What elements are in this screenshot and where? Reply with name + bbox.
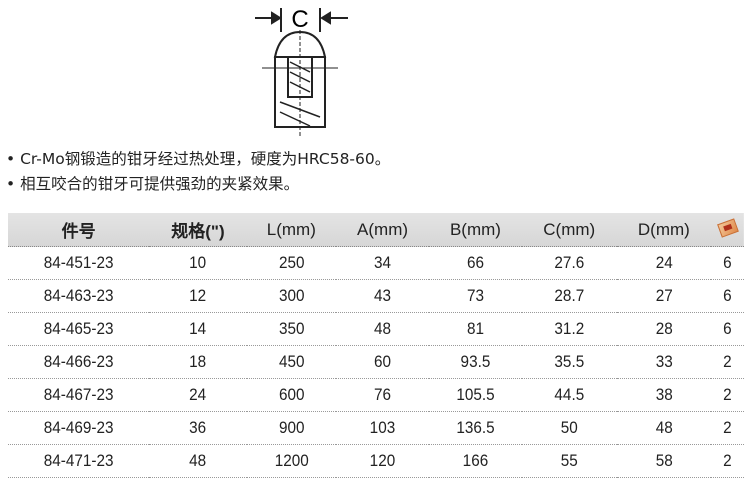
table-cell: 166	[433, 444, 518, 478]
table-cell: 48	[621, 411, 707, 445]
table-row: 84-465-23 14 350 48 81 31.2 28 6	[8, 312, 744, 346]
table-row: 84-451-23 10 250 34 66 27.6 24 6	[8, 246, 744, 280]
table-cell: 36	[154, 411, 242, 445]
spec-table: 件号 规格(") L(mm) A(mm) B(mm) C(mm) D(mm) 8…	[8, 213, 744, 478]
package-box-icon	[716, 217, 739, 238]
table-cell: 350	[251, 312, 332, 346]
table-cell: 24	[621, 246, 707, 280]
header-c: C(mm)	[521, 213, 617, 247]
table-cell: 105.5	[433, 378, 518, 412]
table-cell: 84-469-23	[15, 411, 143, 445]
jaw-width-diagram: C	[255, 6, 348, 137]
table-cell: 58	[621, 444, 707, 478]
table-cell: 48	[154, 444, 242, 478]
table-cell: 84-451-23	[15, 246, 143, 280]
table-cell: 28.7	[526, 279, 612, 313]
table-cell: 44.5	[526, 378, 612, 412]
table-cell: 900	[251, 411, 332, 445]
table-row: 84-469-23 36 900 103 136.5 50 48 2	[8, 411, 744, 445]
table-cell: 2	[712, 411, 743, 445]
feature-item: • 相互咬合的钳牙可提供强劲的夹紧效果。	[6, 175, 300, 193]
table-cell: 6	[712, 312, 743, 346]
table-cell: 60	[340, 345, 425, 379]
table-cell: 76	[340, 378, 425, 412]
header-size: 规格(")	[149, 213, 247, 247]
table-row: 84-471-23 48 1200 120 166 55 58 2	[8, 444, 744, 478]
table-cell: 2	[712, 444, 743, 478]
table-cell: 14	[154, 312, 242, 346]
table-cell: 81	[433, 312, 518, 346]
table-cell: 120	[340, 444, 425, 478]
header-part-number: 件号	[8, 213, 150, 247]
table-cell: 6	[712, 279, 743, 313]
table-cell: 28	[621, 312, 707, 346]
table-cell: 12	[154, 279, 242, 313]
header-b: B(mm)	[428, 213, 522, 247]
table-cell: 600	[251, 378, 332, 412]
table-row: 84-466-23 18 450 60 93.5 35.5 33 2	[8, 345, 744, 379]
table-cell: 34	[340, 246, 425, 280]
header-d: D(mm)	[616, 213, 712, 247]
table-cell: 50	[526, 411, 612, 445]
table-cell: 27.6	[526, 246, 612, 280]
table-cell: 2	[712, 345, 743, 379]
table-cell: 136.5	[433, 411, 518, 445]
table-cell: 18	[154, 345, 242, 379]
table-cell: 84-467-23	[15, 378, 143, 412]
diagram-label-c: C	[291, 6, 308, 33]
table-row: 84-463-23 12 300 43 73 28.7 27 6	[8, 279, 744, 313]
header-l: L(mm)	[246, 213, 337, 247]
table-cell: 35.5	[526, 345, 612, 379]
table-cell: 27	[621, 279, 707, 313]
header-a: A(mm)	[336, 213, 429, 247]
table-cell: 66	[433, 246, 518, 280]
table-cell: 33	[621, 345, 707, 379]
feature-list: • Cr-Mo钢锻造的钳牙经过热处理，硬度为HRC58-60。 • 相互咬合的钳…	[6, 147, 390, 197]
table-cell: 43	[340, 279, 425, 313]
table-cell: 250	[251, 246, 332, 280]
table-cell: 48	[340, 312, 425, 346]
table-cell: 450	[251, 345, 332, 379]
table-cell: 1200	[251, 444, 332, 478]
feature-item: • Cr-Mo钢锻造的钳牙经过热处理，硬度为HRC58-60。	[6, 150, 391, 168]
table-cell: 6	[712, 246, 743, 280]
table-cell: 73	[433, 279, 518, 313]
table-cell: 84-463-23	[15, 279, 143, 313]
table-cell: 84-466-23	[15, 345, 143, 379]
header-pack	[711, 213, 744, 247]
table-cell: 31.2	[526, 312, 612, 346]
table-cell: 2	[712, 378, 743, 412]
table-cell: 300	[251, 279, 332, 313]
table-cell: 10	[154, 246, 242, 280]
table-cell: 24	[154, 378, 242, 412]
table-cell: 84-471-23	[15, 444, 143, 478]
table-cell: 55	[526, 444, 612, 478]
table-cell: 93.5	[433, 345, 518, 379]
table-cell: 84-465-23	[15, 312, 143, 346]
table-cell: 103	[340, 411, 425, 445]
table-header-row: 件号 规格(") L(mm) A(mm) B(mm) C(mm) D(mm)	[8, 213, 744, 247]
table-row: 84-467-23 24 600 76 105.5 44.5 38 2	[8, 378, 744, 412]
table-cell: 38	[621, 378, 707, 412]
